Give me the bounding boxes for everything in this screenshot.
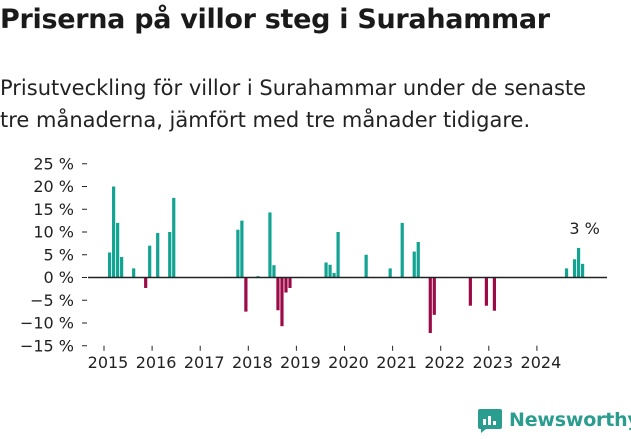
- bar-positive: [580, 263, 585, 278]
- y-tick-label: −10 %: [20, 314, 74, 333]
- y-tick-label: −5 %: [30, 291, 74, 310]
- bar-positive: [268, 212, 272, 278]
- bar-positive: [272, 265, 276, 278]
- bar-positive: [120, 257, 124, 278]
- bar-positive: [108, 252, 112, 278]
- bar-positive: [364, 254, 368, 278]
- page-subtitle: Prisutveckling för villor i Surahammar u…: [0, 76, 587, 132]
- bar-positive: [576, 247, 581, 278]
- bar-negative: [468, 277, 472, 306]
- page-title: Priserna på villor steg i Surahammar: [0, 4, 550, 35]
- bar-positive: [572, 259, 577, 278]
- bar-positive: [400, 222, 404, 278]
- bar-positive: [116, 222, 120, 278]
- brand-logo: Newsworthy: [477, 407, 631, 433]
- y-tick-label: 15 %: [33, 200, 74, 219]
- newsworthy-logo-icon: [478, 409, 502, 433]
- y-tick-label: 25 %: [33, 154, 74, 173]
- bar-positive: [112, 186, 116, 278]
- bar-positive: [328, 264, 332, 278]
- bar-positive: [240, 220, 244, 278]
- bar-negative: [284, 277, 288, 293]
- bar-negative: [428, 277, 432, 334]
- bar-positive: [168, 232, 172, 278]
- bar-negative: [280, 277, 284, 327]
- x-tick-label: 2024: [521, 353, 562, 372]
- bar-positive: [388, 268, 392, 278]
- x-tick-label: 2021: [376, 353, 417, 372]
- x-axis-ticks: 2015 2016 2017 2018 2019 2020 2021 2022 2023 2024: [88, 345, 562, 372]
- x-tick-label: 2019: [280, 353, 321, 372]
- y-tick-label: 0 %: [44, 268, 74, 287]
- bar-positive: [336, 232, 340, 278]
- x-tick-label: 2018: [232, 353, 273, 372]
- bars: [108, 186, 585, 334]
- bar-annotation: 3 %: [569, 219, 599, 238]
- bar-negative: [484, 277, 488, 306]
- x-tick-label: 2020: [328, 353, 369, 372]
- bar-positive: [564, 268, 569, 278]
- bar-positive: [412, 251, 416, 278]
- y-tick-label: 20 %: [33, 177, 74, 196]
- y-tick-label: 5 %: [44, 245, 74, 264]
- bar-positive: [156, 232, 160, 278]
- x-tick-label: 2015: [88, 353, 129, 372]
- x-tick-label: 2016: [136, 353, 177, 372]
- bar-positive: [416, 242, 420, 278]
- bar-positive: [148, 245, 152, 278]
- bar-positive: [236, 229, 240, 278]
- y-axis-ticks: 25 % 20 % 15 % 10 % 5 % 0 % −5 % −10 % −15 %: [20, 154, 87, 355]
- y-tick-label: −15 %: [20, 336, 74, 355]
- bar-positive: [332, 272, 336, 278]
- x-tick-label: 2022: [424, 353, 465, 372]
- bar-negative: [492, 277, 497, 311]
- bar-negative: [144, 277, 148, 288]
- bar-negative: [288, 277, 292, 288]
- bar-chart: 25 % 20 % 15 % 10 % 5 % 0 % −5 % −10 % −15 % 201…: [20, 154, 607, 372]
- bar-negative: [432, 277, 436, 315]
- bar-positive: [132, 268, 136, 278]
- bar-negative: [244, 277, 248, 312]
- bar-negative: [276, 277, 280, 311]
- bar-positive: [324, 262, 328, 278]
- bar-positive: [172, 197, 176, 278]
- x-tick-label: 2023: [472, 353, 513, 372]
- brand-name: Newsworthy: [509, 409, 631, 431]
- x-tick-label: 2017: [184, 353, 225, 372]
- y-tick-label: 10 %: [33, 223, 74, 242]
